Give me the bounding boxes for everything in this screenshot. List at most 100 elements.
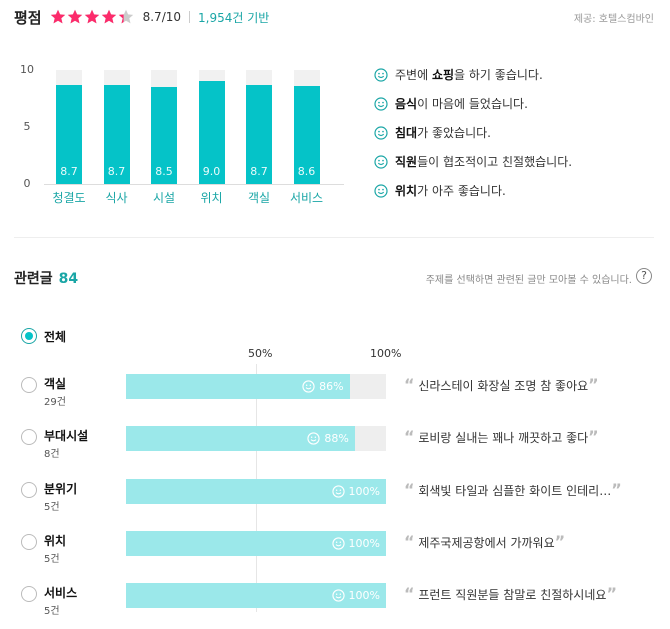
- highlight-item: 음식이 마음에 들었습니다.: [374, 95, 528, 112]
- bar: 9.0: [198, 81, 225, 184]
- bar-value-label: 8.7: [250, 165, 268, 178]
- smile-icon: [331, 537, 345, 550]
- y-tick-label: 0: [23, 177, 31, 190]
- star-icon: [50, 9, 66, 25]
- quote-text: 신라스테이 화장실 조명 참 좋아요: [418, 379, 589, 393]
- scale-50-label: 50%: [248, 347, 273, 360]
- bar-value-label: 8.7: [107, 165, 126, 178]
- bar-track: 8.7: [56, 70, 82, 184]
- related-title: 관련글 84: [14, 268, 78, 288]
- smile-icon: [331, 589, 345, 602]
- quote-text: 회색빛 타일과 심플한 화이트 인테리…: [418, 483, 612, 498]
- topic-quote[interactable]: “ 신라스테이 화장실 조명 참 좋아요”: [404, 375, 599, 394]
- topic-bar-fill: 100%: [126, 478, 386, 504]
- y-tick-label: 5: [23, 120, 31, 133]
- highlight-text: 음식이 마음에 들었습니다.: [395, 97, 528, 111]
- highlight-text: 침대가 좋았습니다.: [395, 126, 491, 140]
- topic-name[interactable]: 분위기: [44, 481, 78, 496]
- star-icon: [118, 9, 134, 25]
- topic-name[interactable]: 객실: [44, 377, 67, 391]
- smile-icon: [374, 67, 388, 82]
- topic-bar-track[interactable]: 100%: [126, 478, 386, 504]
- topic-name[interactable]: 서비스: [44, 586, 78, 601]
- related-count: 84: [58, 271, 79, 287]
- quote-text: 제주국제공항에서 가까워요: [418, 535, 555, 550]
- bar-track: 8.7: [103, 70, 130, 184]
- highlight-item: 직원들이 협조적이고 친절했습니다.: [374, 153, 572, 170]
- quote-text: 프런트 직원분들 참말로 친절하시네요: [418, 588, 607, 603]
- topic-bar-fill: 88%: [126, 426, 355, 452]
- quote-text: 로비랑 실내는 꽤나 깨끗하고 좋다: [418, 431, 589, 446]
- topic-count: 5건: [44, 501, 60, 513]
- topic-bar-track[interactable]: 86%: [126, 374, 386, 399]
- topic-bar-track[interactable]: 88%: [126, 426, 386, 452]
- smile-icon: [331, 484, 345, 498]
- topic-percent: 88%: [307, 426, 349, 451]
- x-tick-label: 위치: [200, 191, 223, 205]
- bar-value-label: 9.0: [202, 165, 221, 178]
- smile-icon: [374, 96, 388, 111]
- rating-header: 평점 8.7/10 1,954건 기반: [14, 6, 269, 28]
- section-divider: [14, 237, 654, 238]
- star-icon: [84, 9, 100, 25]
- topic-quote[interactable]: “ 프런트 직원분들 참말로 친절하시네요”: [404, 584, 617, 604]
- topic-name[interactable]: 위치: [44, 533, 67, 548]
- related-hint: 주제를 선택하면 관련된 글만 모아볼 수 있습니다.: [425, 275, 632, 286]
- rating-title: 평점: [14, 8, 42, 27]
- topic-count: 5건: [44, 606, 60, 618]
- x-tick-label: 서비스: [289, 191, 324, 205]
- bar-track: 8.7: [246, 70, 272, 184]
- topic-all-label[interactable]: 전체: [44, 330, 67, 344]
- star-icon: [101, 9, 117, 25]
- topic-count: 29건: [44, 397, 66, 408]
- topic-radio[interactable]: [21, 481, 37, 498]
- topic-count: 8건: [44, 449, 60, 461]
- topic-bar-track[interactable]: 100%: [126, 530, 386, 556]
- bar: 8.5: [151, 87, 177, 184]
- topic-name[interactable]: 부대시설: [44, 429, 89, 444]
- star-rating: [50, 9, 135, 25]
- topic-radio[interactable]: [21, 429, 37, 446]
- highlight-item: 침대가 좋았습니다.: [374, 124, 491, 141]
- topic-percent: 100%: [331, 583, 380, 608]
- topic-radio[interactable]: [21, 586, 37, 603]
- bar-value-label: 8.7: [60, 165, 78, 178]
- bar: 8.7: [103, 84, 130, 184]
- topic-radio[interactable]: [21, 377, 37, 393]
- topic-quote[interactable]: “ 로비랑 실내는 꽤나 깨끗하고 좋다”: [404, 427, 599, 447]
- x-tick-label: 청결도: [52, 191, 86, 205]
- topic-bar-track[interactable]: 100%: [126, 583, 386, 609]
- topic-bar-fill: 86%: [126, 374, 350, 399]
- scale-100-label: 100%: [370, 347, 402, 360]
- help-icon[interactable]: ?: [636, 268, 652, 284]
- smile-icon: [307, 432, 320, 445]
- highlight-text: 직원들이 협조적이고 친절했습니다.: [395, 155, 573, 169]
- highlight-item: 주변에 쇼핑을 하기 좋습니다.: [374, 66, 543, 83]
- smile-icon: [374, 183, 388, 198]
- topic-quote[interactable]: “ 회색빛 타일과 심플한 화이트 인테리…”: [404, 479, 622, 499]
- highlight-item: 위치가 아주 좋습니다.: [374, 182, 506, 199]
- topic-quote[interactable]: “ 제주국제공항에서 가까워요”: [404, 531, 566, 551]
- topic-bar-fill: 100%: [126, 583, 386, 609]
- x-tick-label: 식사: [105, 191, 128, 205]
- bar: 8.7: [56, 84, 82, 184]
- bar: 8.7: [246, 84, 272, 184]
- bar-track: 8.6: [293, 70, 320, 184]
- rating-score: 8.7/10: [142, 10, 182, 24]
- star-icon: [67, 9, 83, 25]
- bar-value-label: 8.6: [297, 165, 316, 178]
- divider: [189, 11, 191, 23]
- topic-percent: 100%: [331, 479, 380, 504]
- highlight-text: 주변에 쇼핑을 하기 좋습니다.: [395, 68, 543, 82]
- radio-all[interactable]: [21, 328, 37, 344]
- x-tick-label: 객실: [247, 191, 271, 205]
- related-title-label: 관련글: [14, 271, 53, 287]
- topic-percent: 100%: [331, 531, 380, 556]
- topic-radio[interactable]: [21, 533, 37, 550]
- smile-icon: [302, 380, 315, 393]
- highlight-text: 위치가 아주 좋습니다.: [395, 184, 506, 198]
- topic-bar-fill: 100%: [126, 530, 386, 556]
- review-count-link[interactable]: 1,954건 기반: [198, 10, 270, 25]
- bar-value-label: 8.5: [155, 165, 173, 178]
- x-tick-label: 시설: [152, 191, 176, 205]
